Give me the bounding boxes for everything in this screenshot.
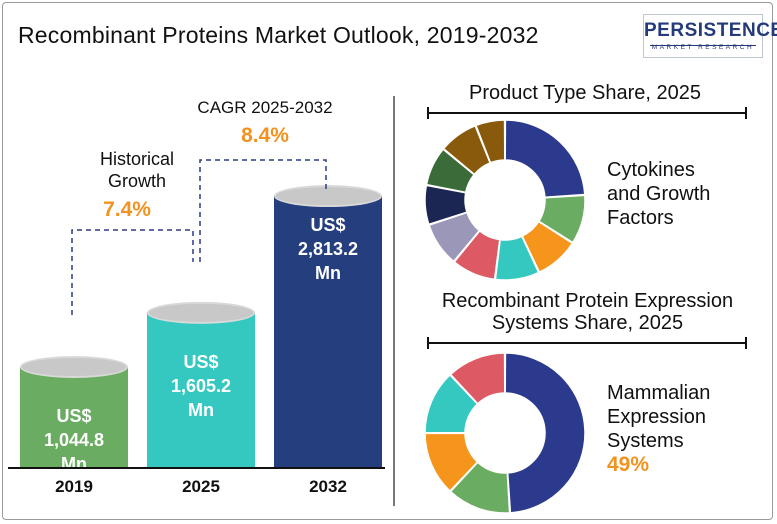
donut-hole — [465, 160, 545, 240]
product-type-donut — [424, 119, 586, 281]
expression-systems-highlight-line3: Systems — [607, 430, 684, 452]
bar-value-label: US$ — [310, 215, 345, 235]
bar-2032: US$ 2,813.2 Mn — [274, 185, 382, 469]
section-divider — [393, 96, 395, 506]
historical-label: Historical Growth — [82, 148, 192, 192]
logo-wordmark: PERSISTENCE — [644, 20, 777, 41]
bar-chart: US$ 1,044.8 Mn US$ 1,605.2 Mn US$ 2,813.2 Mn 201… — [8, 159, 385, 496]
expression-systems-highlight-label: Mammalian Expression Systems 49% — [607, 381, 710, 477]
product-type-rule — [427, 112, 747, 114]
logo-rule — [650, 45, 756, 46]
cagr-connector — [199, 159, 327, 262]
expression-systems-title-line1: Recombinant Protein Expression — [441, 290, 734, 312]
x-tick-label: 2025 — [182, 477, 220, 496]
bar-value-label: 1,605.2 — [171, 376, 231, 396]
logo-tagline: MARKET RESEARCH — [651, 44, 755, 51]
bar-value-label: Mn — [315, 263, 341, 283]
bar-cap-inner — [276, 187, 380, 206]
product-type-highlight-line3: Factors — [607, 207, 674, 229]
expression-systems-title-line2: Systems Share, 2025 — [491, 312, 684, 334]
product-type-highlight-label: Cytokines and Growth Factors — [607, 158, 710, 230]
historical-connector — [71, 229, 194, 315]
bar-cap-inner — [22, 358, 126, 377]
bar-value-label: US$ — [183, 352, 218, 372]
bar-body — [147, 312, 255, 468]
expression-systems-rule — [427, 342, 747, 344]
expression-systems-donut — [424, 352, 586, 514]
historical-label-line1: Historical — [99, 149, 174, 169]
bar-value-label: Mn — [188, 400, 214, 420]
bar-body — [20, 367, 128, 468]
donut-hole — [465, 393, 545, 473]
expression-systems-title: Recombinant Protein Expression Systems S… — [405, 290, 770, 334]
expression-systems-highlight-value: 49% — [607, 453, 650, 476]
expression-systems-rule-tick-right — [745, 337, 747, 349]
bar-2025: US$ 1,605.2 Mn — [147, 301, 255, 468]
bar-value-label: US$ — [56, 406, 91, 426]
product-type-title: Product Type Share, 2025 — [468, 82, 701, 104]
bar-value-label: Mn — [61, 454, 87, 474]
expression-systems-rule-tick-left — [427, 337, 429, 349]
donut-slice — [537, 194, 586, 244]
expression-systems-highlight-line2: Expression — [607, 406, 706, 428]
expression-systems-highlight-line1: Mammalian — [607, 382, 711, 404]
historical-value: 7.4% — [103, 198, 151, 221]
bar-value-label: 2,813.2 — [298, 239, 358, 259]
page-title: Recombinant Proteins Market Outlook, 201… — [18, 22, 539, 48]
x-tick-label: 2032 — [309, 477, 347, 496]
bar-cap-inner — [149, 303, 253, 322]
product-type-highlight-line1: Cytokines — [607, 159, 695, 181]
brand-logo: PERSISTENCE MARKET RESEARCH — [643, 14, 777, 58]
x-tick-label: 2019 — [55, 477, 93, 496]
product-type-rule-tick-left — [427, 107, 429, 119]
product-type-highlight-line2: and Growth — [607, 183, 711, 205]
cagr-value: 8.4% — [241, 124, 289, 147]
bar-2019: US$ 1,044.8 Mn — [20, 356, 128, 474]
bar-body — [274, 196, 382, 469]
cagr-label: CAGR 2025-2032 — [197, 98, 333, 117]
bar-value-label: 1,044.8 — [44, 430, 104, 450]
historical-label-line2: Growth — [107, 171, 167, 191]
product-type-rule-tick-right — [745, 107, 747, 119]
